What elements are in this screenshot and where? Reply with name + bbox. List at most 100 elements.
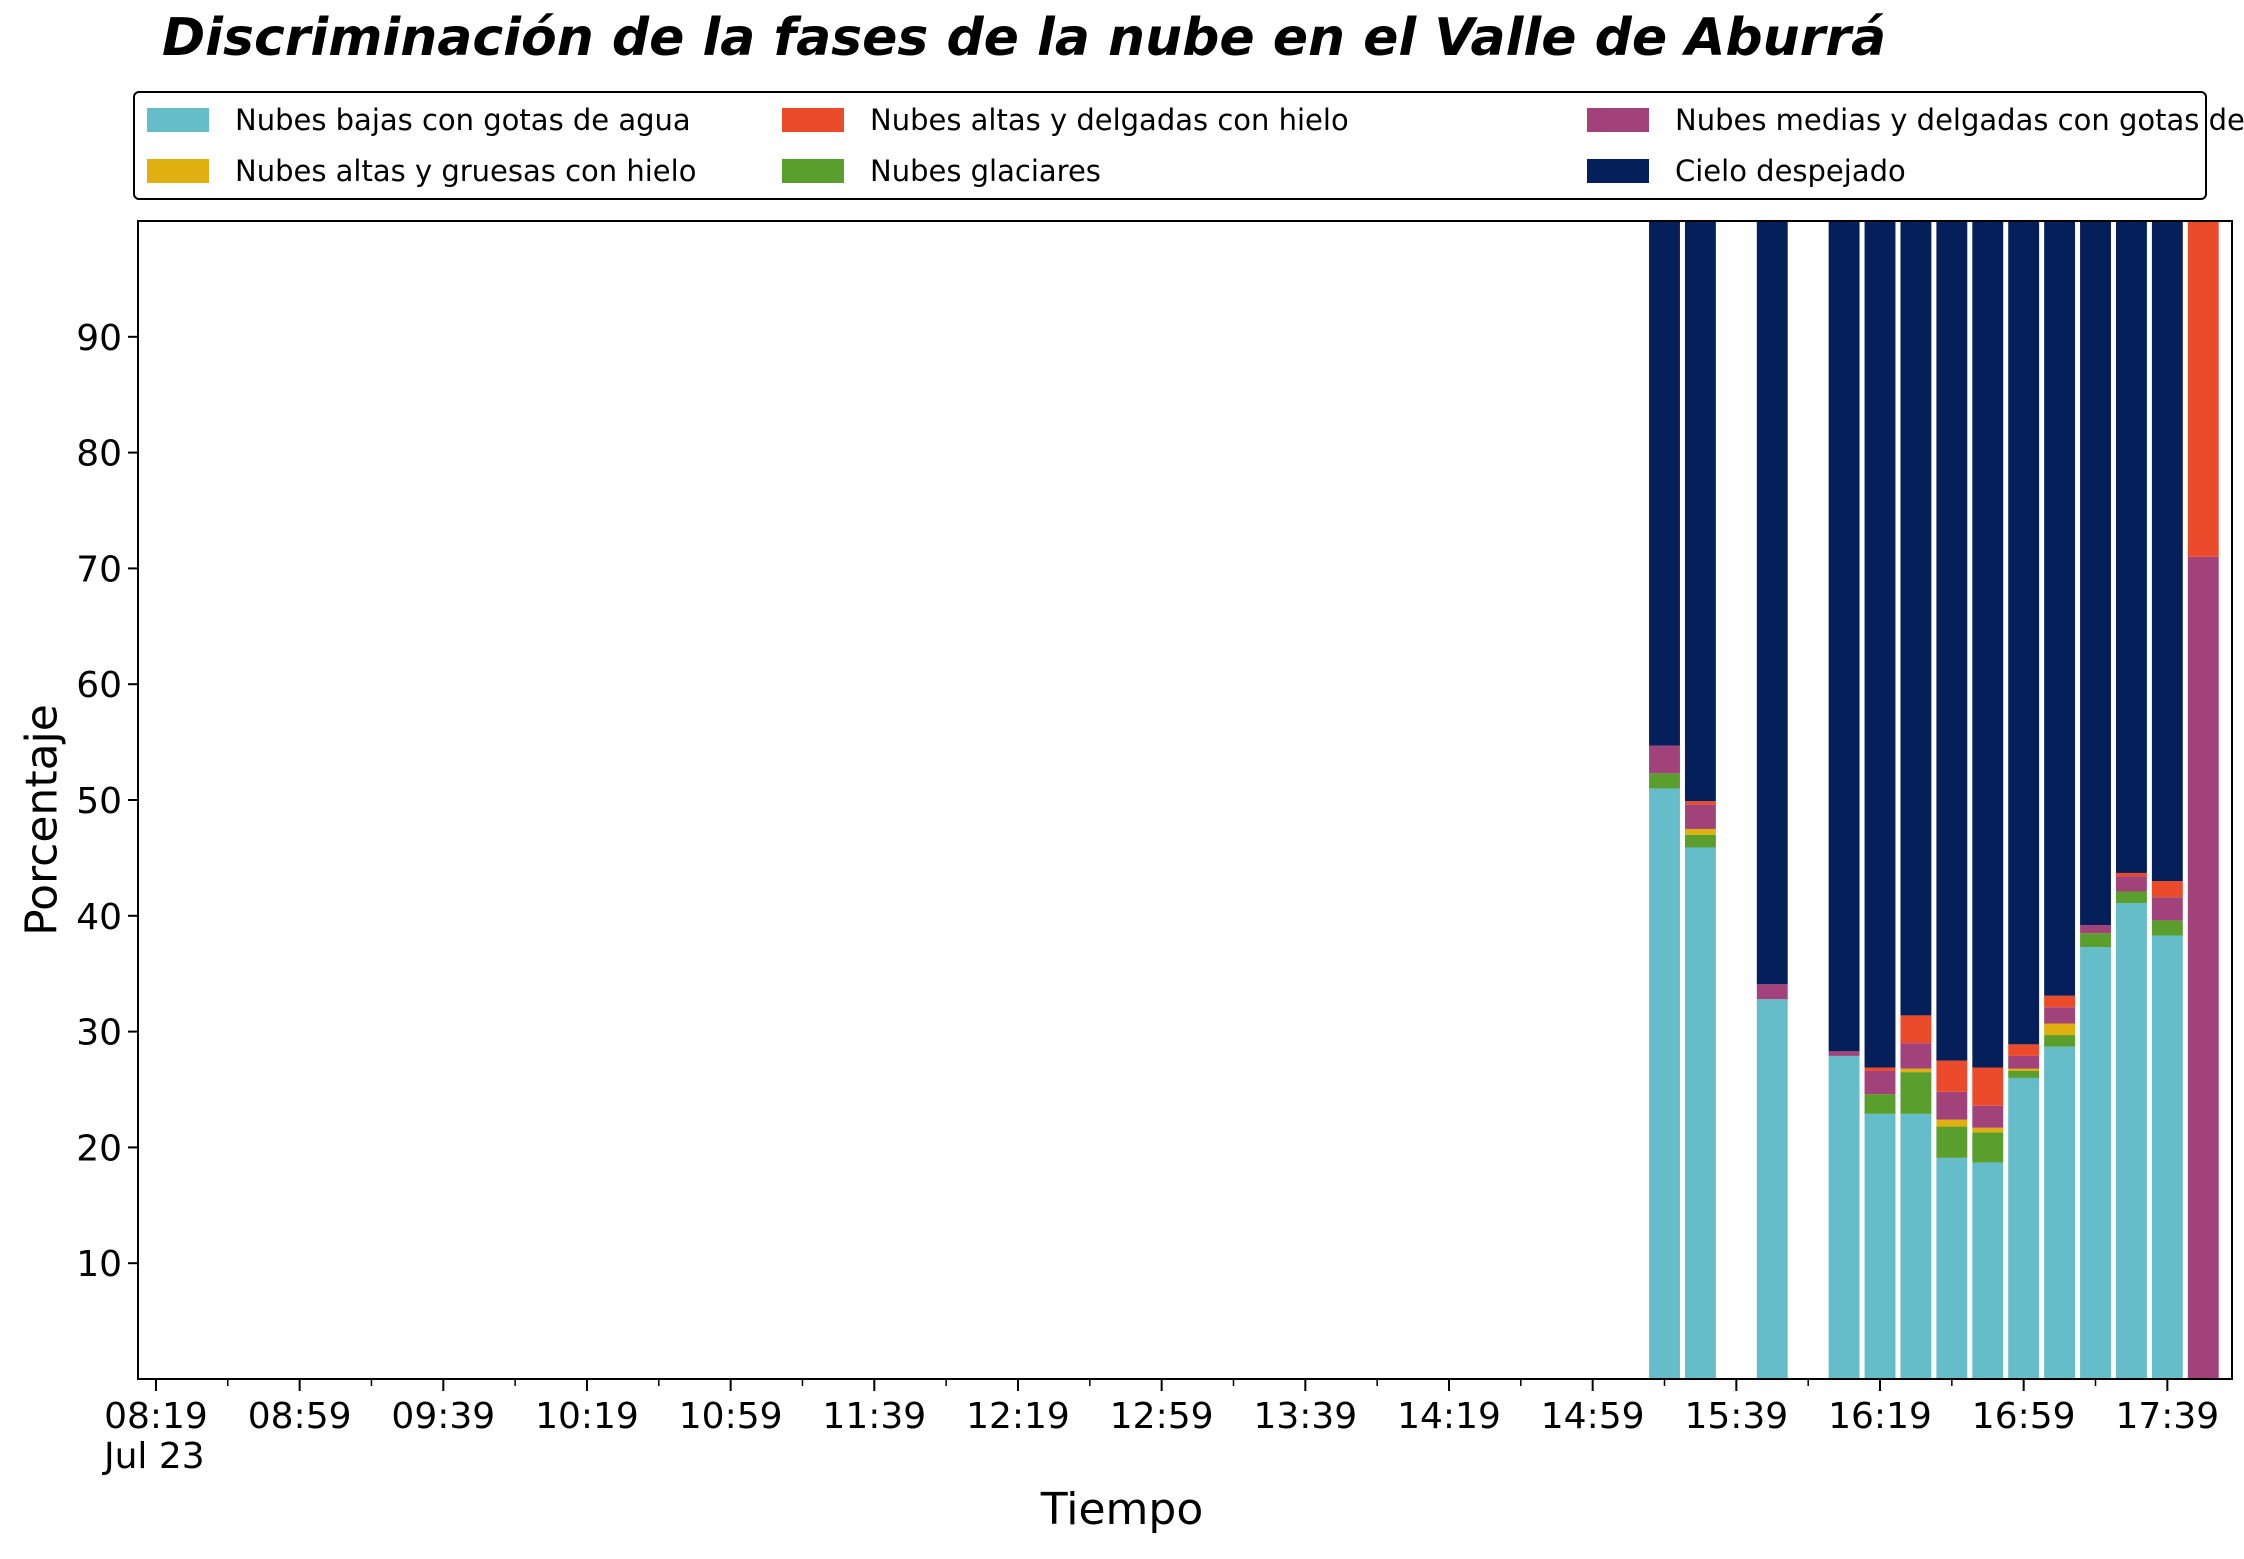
bar-segment-2-1719 bbox=[2080, 933, 2111, 948]
legend-swatch bbox=[1587, 159, 1649, 183]
bar-segment-5-1619 bbox=[1864, 1067, 1896, 1071]
bar-segment-4-1549 bbox=[1756, 984, 1788, 1000]
bar-segment-1-1609 bbox=[1828, 1055, 1860, 1379]
bar-segment-4-1659 bbox=[2008, 1055, 2040, 1069]
bar-segment-4-1619 bbox=[1864, 1070, 1896, 1095]
bar-segment-1-1519 bbox=[1649, 788, 1680, 1379]
legend-swatch bbox=[147, 159, 209, 183]
bar-segment-4-1729 bbox=[2115, 876, 2147, 892]
bar-segment-2-1649 bbox=[1972, 1132, 2004, 1163]
bars-group bbox=[1649, 221, 2219, 1379]
bar-segment-6-1739 bbox=[2151, 221, 2183, 882]
bar-segment-6-1619 bbox=[1864, 221, 1896, 1068]
y-tick-label-10: 10 bbox=[76, 1244, 122, 1285]
bar-segment-2-1619 bbox=[1864, 1094, 1896, 1114]
bar-segment-1-1659 bbox=[2008, 1077, 2040, 1379]
x-tick-label-1059: 10:59 bbox=[679, 1396, 783, 1437]
y-tick-label-60: 60 bbox=[76, 665, 122, 706]
legend-item-4: Nubes medias y delgadas con gotas de agu… bbox=[1587, 97, 2244, 143]
legend-label: Nubes bajas con gotas de agua bbox=[235, 103, 691, 137]
bar-segment-1-1549 bbox=[1756, 999, 1788, 1379]
x-tick-label-1139: 11:39 bbox=[822, 1396, 926, 1437]
bar-segment-1-1739 bbox=[2151, 935, 2183, 1379]
legend-label: Nubes glaciares bbox=[870, 154, 1101, 188]
bar-segment-6-1519 bbox=[1649, 221, 1680, 746]
bar-segment-4-1649 bbox=[1972, 1105, 2004, 1128]
y-tick-label-20: 20 bbox=[76, 1128, 122, 1169]
legend-swatch bbox=[1587, 108, 1649, 132]
bar-segment-5-1709 bbox=[2044, 995, 2076, 1008]
bar-segment-1-1709 bbox=[2044, 1046, 2076, 1379]
bar-segment-5-1729 bbox=[2115, 872, 2147, 877]
x-date-label: Jul 23 bbox=[104, 1436, 205, 1477]
x-axis-label: Tiempo bbox=[1040, 1484, 1204, 1535]
bar-segment-6-1719 bbox=[2080, 221, 2111, 926]
bar-segment-6-1639 bbox=[1936, 221, 1968, 1061]
legend: Nubes bajas con gotas de agua Nubes altas… bbox=[133, 91, 2244, 200]
bar-segment-5-1649 bbox=[1972, 1067, 2004, 1106]
bar-segment-5-1739 bbox=[2151, 881, 2183, 898]
bar-segment-6-1709 bbox=[2044, 221, 2076, 996]
bar-segment-6-1609 bbox=[1828, 221, 1860, 1052]
bar-segment-2-1529 bbox=[1684, 834, 1716, 848]
bar-segment-4-1609 bbox=[1828, 1051, 1860, 1056]
bar-segment-4-1749 bbox=[2187, 556, 2219, 1379]
legend-item-2: Nubes glaciares bbox=[782, 148, 1101, 194]
y-tick-label-90: 90 bbox=[76, 318, 122, 359]
x-tick-label-1459: 14:59 bbox=[1541, 1396, 1645, 1437]
bar-segment-3-1629 bbox=[1900, 1068, 1932, 1073]
bar-segment-4-1739 bbox=[2151, 897, 2183, 921]
x-tick-label-1619: 16:19 bbox=[1828, 1396, 1932, 1437]
bar-segment-5-1639 bbox=[1936, 1060, 1968, 1092]
x-tick-label-0939: 09:39 bbox=[391, 1396, 495, 1437]
bar-segment-6-1549 bbox=[1756, 221, 1788, 985]
legend-label: Nubes altas y gruesas con hielo bbox=[235, 154, 697, 188]
x-tick-label-1259: 12:59 bbox=[1110, 1396, 1214, 1437]
bar-segment-1-1649 bbox=[1972, 1162, 2004, 1379]
bar-segment-6-1629 bbox=[1900, 221, 1932, 1016]
bar-segment-6-1659 bbox=[2008, 221, 2040, 1045]
x-tick-label-1659: 16:59 bbox=[1972, 1396, 2076, 1437]
legend-swatch bbox=[782, 108, 844, 132]
bar-segment-2-1739 bbox=[2151, 920, 2183, 936]
bar-segment-6-1529 bbox=[1684, 221, 1716, 802]
y-axis-label: Porcentaje bbox=[16, 704, 68, 936]
bar-segment-3-1529 bbox=[1684, 828, 1716, 835]
y-tick-label-80: 80 bbox=[76, 434, 122, 475]
bar-segment-3-1709 bbox=[2044, 1023, 2076, 1036]
bar-segment-3-1649 bbox=[1972, 1127, 2004, 1133]
bar-segment-4-1529 bbox=[1684, 804, 1716, 829]
bar-segment-4-1519 bbox=[1649, 745, 1680, 774]
bar-segment-1-1639 bbox=[1936, 1157, 1968, 1379]
bar-segment-2-1639 bbox=[1936, 1126, 1968, 1158]
bar-segment-2-1659 bbox=[2008, 1070, 2040, 1078]
x-tick-label-1019: 10:19 bbox=[535, 1396, 639, 1437]
chart-title: Discriminación de la fases de la nube en… bbox=[162, 8, 1887, 68]
bar-segment-5-1749 bbox=[2187, 221, 2219, 557]
bar-segment-4-1629 bbox=[1900, 1043, 1932, 1069]
x-tick-label-1219: 12:19 bbox=[966, 1396, 1070, 1437]
legend-item-5: Nubes altas y delgadas con hielo bbox=[782, 97, 1349, 143]
y-tick-label-40: 40 bbox=[76, 897, 122, 938]
legend-label: Nubes altas y delgadas con hielo bbox=[870, 103, 1349, 137]
x-tick-label-1419: 14:19 bbox=[1397, 1396, 1501, 1437]
legend-label: Nubes medias y delgadas con gotas de agu… bbox=[1675, 103, 2244, 137]
bar-segment-4-1709 bbox=[2044, 1007, 2076, 1024]
bar-segment-1-1529 bbox=[1684, 847, 1716, 1379]
bar-segment-4-1639 bbox=[1936, 1091, 1968, 1120]
x-tick-label-1539: 15:39 bbox=[1684, 1396, 1788, 1437]
bar-segment-1-1629 bbox=[1900, 1113, 1932, 1379]
bar-segment-4-1719 bbox=[2080, 925, 2111, 934]
bar-segment-5-1659 bbox=[2008, 1044, 2040, 1056]
y-tick-label-30: 30 bbox=[76, 1013, 122, 1054]
bar-segment-2-1519 bbox=[1649, 773, 1680, 789]
bar-segment-6-1729 bbox=[2115, 221, 2147, 873]
x-tick-label-0859: 08:59 bbox=[248, 1396, 352, 1437]
y-tick-label-70: 70 bbox=[76, 549, 122, 590]
y-tick-label-50: 50 bbox=[76, 781, 122, 822]
bar-segment-5-1529 bbox=[1684, 801, 1716, 805]
legend-item-1: Nubes bajas con gotas de agua bbox=[147, 97, 691, 143]
x-tick-label-1339: 13:39 bbox=[1253, 1396, 1357, 1437]
legend-swatch bbox=[147, 108, 209, 132]
